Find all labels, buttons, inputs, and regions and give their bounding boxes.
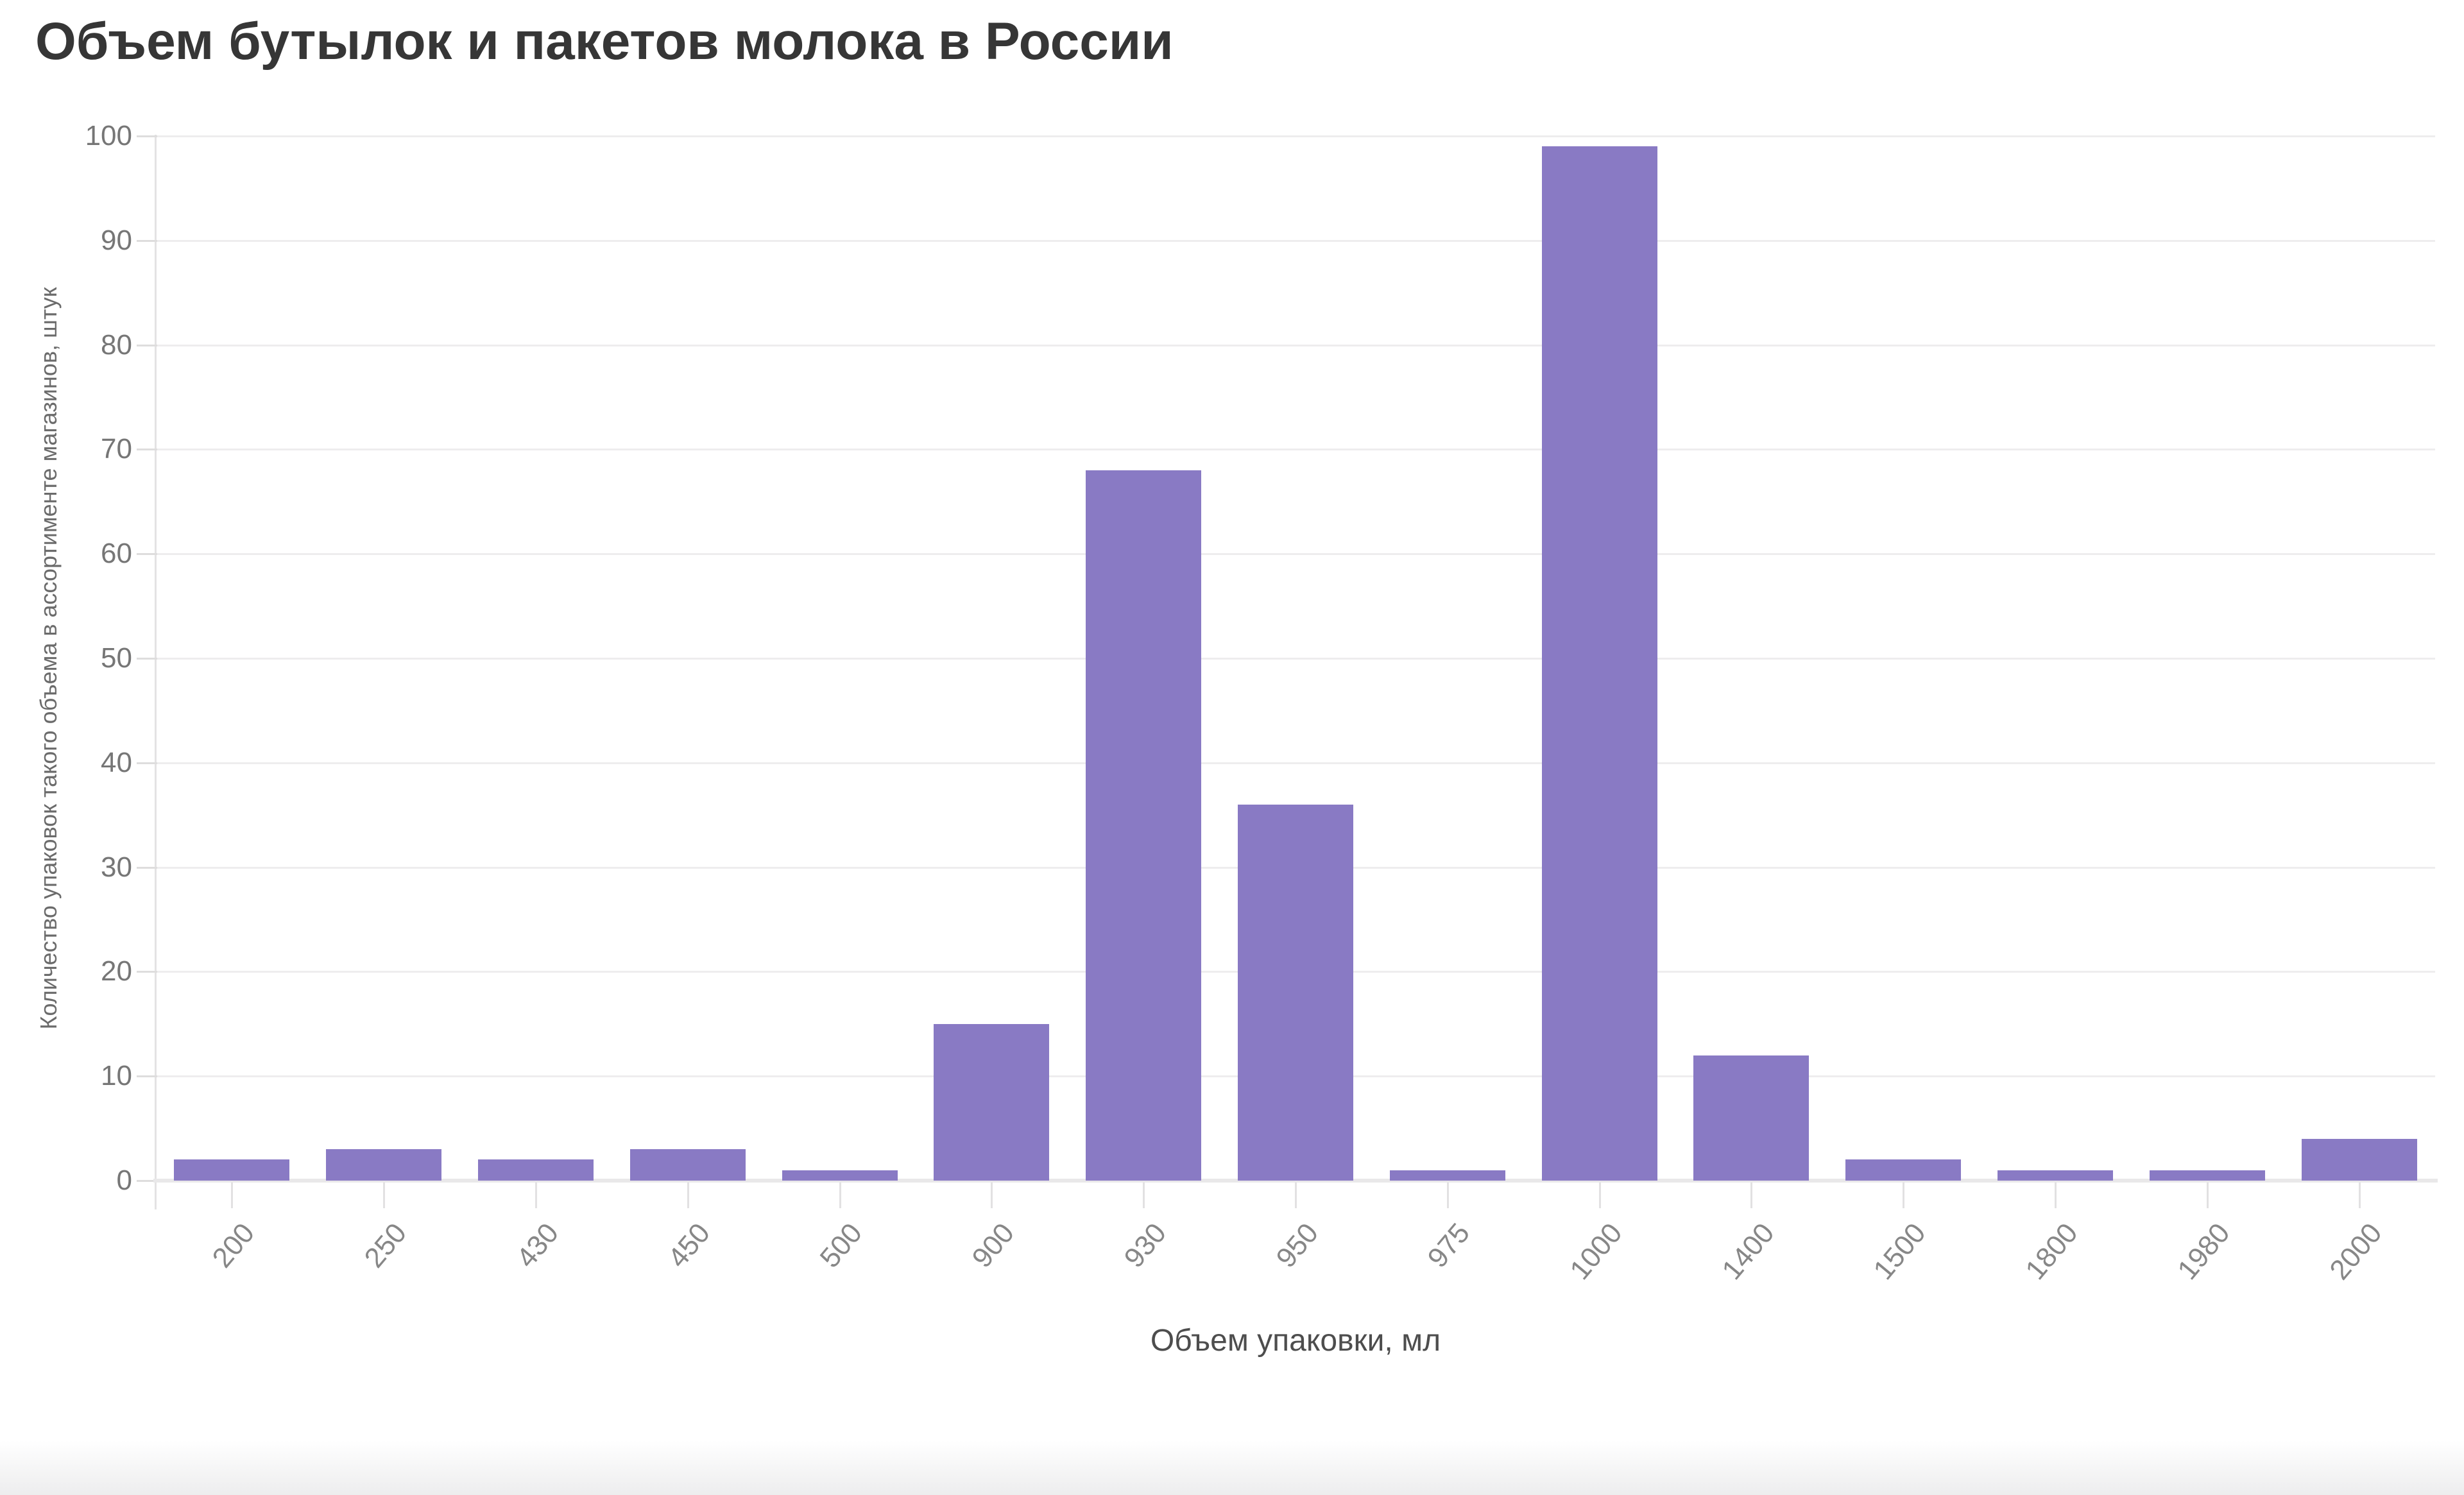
x-axis-tick xyxy=(2206,1183,2209,1208)
y-tick-label-90: 90 xyxy=(101,224,132,256)
bar-950-ml xyxy=(1238,804,1353,1181)
x-tick-label-1000: 1000 xyxy=(1563,1217,1629,1286)
x-axis-tick xyxy=(839,1183,841,1208)
footer: Источники: каталоги крупнейших российски… xyxy=(0,1399,2464,1495)
x-tick-label-250: 250 xyxy=(358,1217,413,1274)
x-axis-baseline xyxy=(153,1179,2438,1183)
bar-430-ml xyxy=(478,1159,594,1181)
x-axis-tick xyxy=(1750,1183,1753,1208)
y-tick-label-70: 70 xyxy=(101,433,132,465)
y-axis-tick xyxy=(137,135,157,137)
x-axis-title: Объем упаковки, мл xyxy=(1150,1324,1441,1358)
bar-450-ml xyxy=(629,1149,746,1181)
y-axis-tick xyxy=(137,971,157,973)
x-tick-label-2000: 2000 xyxy=(2323,1217,2388,1286)
bar-1400-ml xyxy=(1693,1055,1810,1181)
gridline-y-100 xyxy=(156,135,2435,137)
y-axis-tick xyxy=(137,762,157,764)
x-axis-tick xyxy=(1143,1183,1145,1208)
y-tick-label-60: 60 xyxy=(101,538,132,570)
gridline-y-80 xyxy=(156,344,2435,346)
bar-930-ml xyxy=(1086,470,1202,1181)
gridline-y-90 xyxy=(156,239,2435,242)
bar-975-ml xyxy=(1389,1170,1505,1181)
gridline-y-60 xyxy=(156,553,2435,556)
y-tick-label-40: 40 xyxy=(101,746,132,778)
x-axis-tick xyxy=(1446,1183,1449,1208)
y-tick-label-100: 100 xyxy=(85,120,132,151)
x-tick-label-450: 450 xyxy=(662,1217,717,1274)
bar-1000-ml xyxy=(1541,146,1657,1181)
x-axis-tick xyxy=(2055,1183,2057,1208)
x-axis-tick xyxy=(2358,1183,2361,1208)
plot-area: 200 250 430 450 500 900 930 950 975 1000 1400 1500 1… xyxy=(137,135,2438,1286)
y-axis-tick xyxy=(137,344,157,346)
y-axis-tick xyxy=(137,658,157,660)
x-tick-label-900: 900 xyxy=(966,1217,1021,1274)
x-axis-tick xyxy=(1903,1183,1905,1208)
y-tick-label-0: 0 xyxy=(116,1165,132,1196)
gridline-y-50 xyxy=(156,658,2435,660)
y-axis-tick xyxy=(137,866,157,869)
x-axis-tick xyxy=(535,1183,537,1208)
y-tick-label-10: 10 xyxy=(101,1060,132,1092)
x-tick-label-1980: 1980 xyxy=(2171,1217,2236,1286)
x-axis-tick xyxy=(687,1183,689,1208)
chart-title: Объем бутылок и пакетов молока в России xyxy=(35,12,1174,71)
y-tick-label-30: 30 xyxy=(101,851,132,883)
bar-900-ml xyxy=(934,1023,1050,1181)
x-tick-label-1800: 1800 xyxy=(2019,1217,2084,1286)
bar-1800-ml xyxy=(1998,1170,2113,1181)
y-axis-tick xyxy=(137,1180,157,1182)
y-axis-line xyxy=(155,135,157,1209)
y-axis-tick xyxy=(137,239,157,242)
bar-500-ml xyxy=(782,1170,898,1181)
x-tick-label-1500: 1500 xyxy=(1867,1217,1932,1286)
x-axis-tick xyxy=(1295,1183,1297,1208)
y-axis-tick xyxy=(137,553,157,556)
x-tick-label-200: 200 xyxy=(206,1217,261,1274)
x-axis-tick xyxy=(231,1183,234,1208)
bar-2000-ml xyxy=(2301,1138,2417,1181)
x-axis-tick xyxy=(1598,1183,1601,1208)
bar-200-ml xyxy=(174,1159,290,1181)
y-axis-tick xyxy=(137,448,157,451)
x-tick-label-430: 430 xyxy=(510,1217,565,1274)
x-tick-label-975: 975 xyxy=(1421,1217,1476,1274)
x-tick-label-930: 930 xyxy=(1118,1217,1172,1274)
bar-1500-ml xyxy=(1845,1159,1962,1181)
x-tick-label-500: 500 xyxy=(814,1217,869,1274)
y-tick-label-80: 80 xyxy=(101,329,132,361)
x-tick-label-1400: 1400 xyxy=(1715,1217,1781,1286)
x-tick-label-950: 950 xyxy=(1270,1217,1324,1274)
y-tick-label-20: 20 xyxy=(101,955,132,987)
y-axis-tick xyxy=(137,1075,157,1078)
bar-1980-ml xyxy=(2149,1170,2265,1181)
x-axis-tick xyxy=(991,1183,993,1208)
gridline-y-70 xyxy=(156,448,2435,451)
y-tick-label-50: 50 xyxy=(101,642,132,674)
gridline-y-40 xyxy=(156,762,2435,764)
x-axis-tick xyxy=(383,1183,386,1208)
bar-250-ml xyxy=(326,1149,442,1181)
